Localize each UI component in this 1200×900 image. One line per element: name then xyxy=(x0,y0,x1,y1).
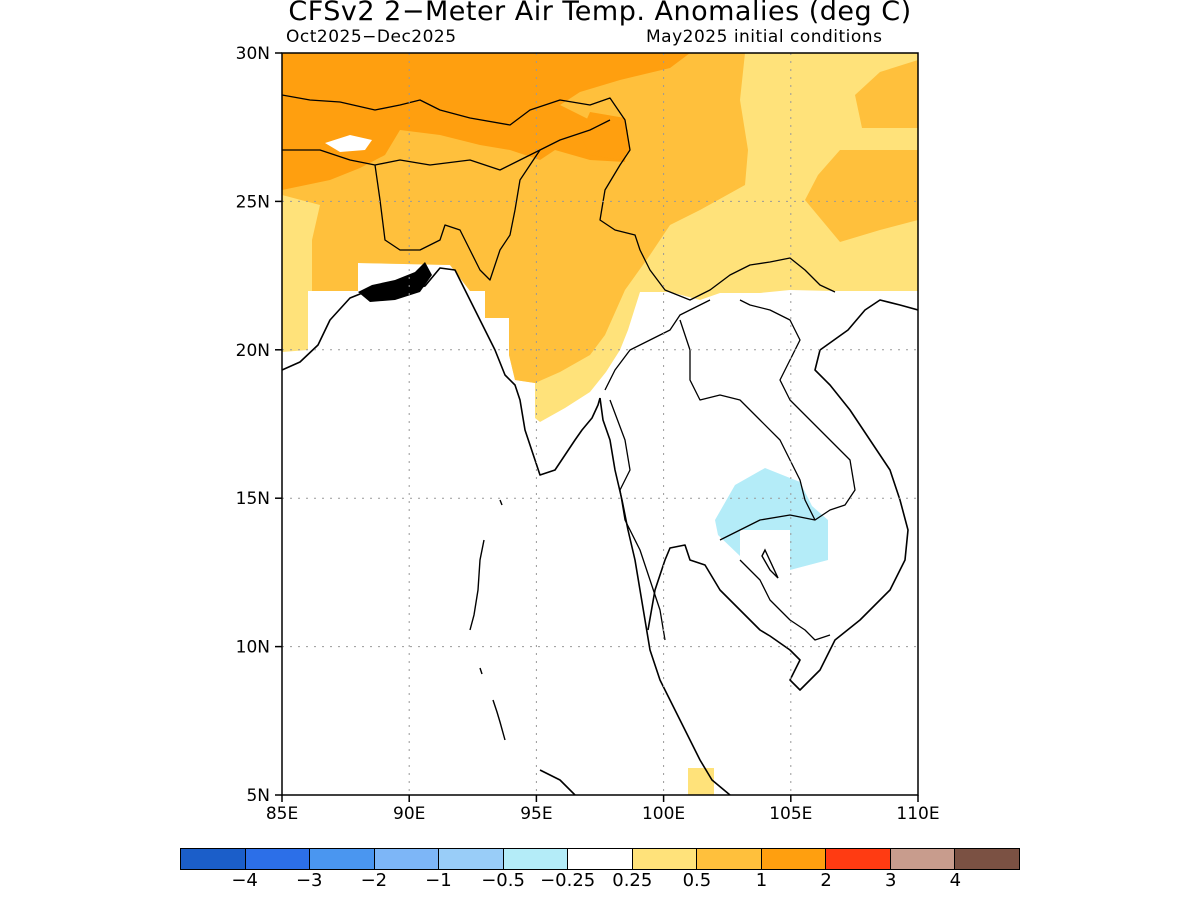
colorbar-label: 1 xyxy=(755,870,768,891)
y-tick-label: 20N xyxy=(236,341,270,361)
anomaly-fill xyxy=(282,53,918,795)
x-tick-label: 95E xyxy=(520,804,552,824)
coastlines xyxy=(282,267,918,795)
colorbar xyxy=(180,848,1020,870)
colorbar-label: 3 xyxy=(885,870,897,891)
colorbar-swatch xyxy=(181,849,246,869)
colorbar-swatch xyxy=(503,849,569,869)
islands xyxy=(469,499,779,741)
x-axis: 85E 90E 95E 100E 105E 110E xyxy=(266,795,940,824)
anomaly-region-orange-east xyxy=(580,112,630,160)
colorbar-swatch xyxy=(568,849,633,869)
anomaly-region-orange xyxy=(282,53,690,190)
anomaly-region-yellow-orange-east2 xyxy=(805,150,918,242)
y-tick-label: 25N xyxy=(236,192,270,212)
colorbar-label: −0.25 xyxy=(540,870,596,891)
y-tick-label: 30N xyxy=(236,44,270,64)
colorbar-label: 0.25 xyxy=(612,870,653,891)
colorbar-label: 2 xyxy=(820,870,832,891)
colorbar-swatch xyxy=(955,849,1019,869)
country-borders xyxy=(282,94,856,641)
colorbar-swatch xyxy=(374,849,440,869)
anomaly-region-yellow-orange xyxy=(282,53,748,383)
y-tick-label: 5N xyxy=(246,786,270,806)
colorbar-swatch xyxy=(697,849,762,869)
x-tick-label: 85E xyxy=(266,804,298,824)
colorbar-swatch xyxy=(632,849,698,869)
x-tick-label: 100E xyxy=(642,804,685,824)
grid-lines xyxy=(282,53,918,795)
anomaly-region-yellow-orange-east xyxy=(855,60,918,128)
x-tick-label: 90E xyxy=(393,804,425,824)
colorbar-swatch xyxy=(439,849,504,869)
initial-conditions: May2025 initial conditions xyxy=(646,27,883,47)
colorbar-swatch xyxy=(245,849,311,869)
delta-coast xyxy=(358,262,432,302)
y-axis: 5N 10N 15N 20N 25N 30N xyxy=(236,44,282,806)
anomaly-region-south-yellow xyxy=(688,768,714,795)
anomaly-region-light-blue xyxy=(715,468,828,570)
colorbar-swatch xyxy=(826,849,891,869)
colorbar-label: 0.5 xyxy=(682,870,712,891)
anomaly-region-white-spot xyxy=(325,135,372,152)
map-frame xyxy=(281,52,919,796)
map-title: CFSv2 2−Meter Air Temp. Anomalies (deg C… xyxy=(288,0,912,27)
colorbar-label: 4 xyxy=(949,870,962,891)
colorbar-label: −2 xyxy=(360,870,388,891)
colorbar-label: −3 xyxy=(295,870,323,891)
colorbar-swatch xyxy=(310,849,375,869)
colorbar-label: −1 xyxy=(425,870,452,891)
x-tick-label: 110E xyxy=(896,804,939,824)
colorbar-label: −0.5 xyxy=(481,870,525,891)
x-tick-label: 105E xyxy=(769,804,812,824)
y-tick-label: 15N xyxy=(236,489,270,509)
colorbar-label: −4 xyxy=(231,870,258,891)
colorbar-swatch xyxy=(761,849,827,869)
colorbar-swatch xyxy=(890,849,956,869)
y-tick-label: 10N xyxy=(236,638,270,658)
forecast-period: Oct2025−Dec2025 xyxy=(286,27,457,47)
